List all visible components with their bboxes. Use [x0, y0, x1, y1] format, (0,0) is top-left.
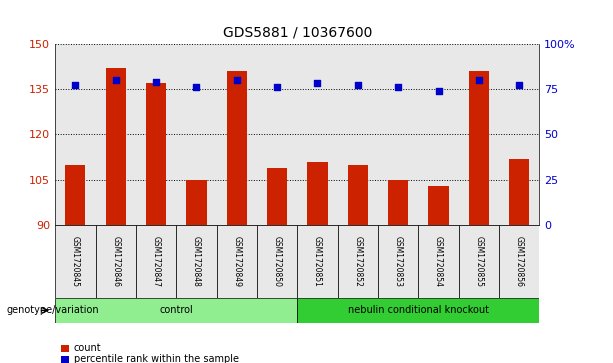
Text: GSM1720848: GSM1720848: [192, 236, 201, 287]
Bar: [136, 225, 177, 298]
Point: [272, 84, 282, 90]
Point: [191, 84, 201, 90]
Point: [70, 82, 80, 88]
Bar: [509, 159, 530, 225]
Bar: [388, 180, 408, 225]
Text: GSM1720851: GSM1720851: [313, 236, 322, 287]
Title: GDS5881 / 10367600: GDS5881 / 10367600: [223, 26, 372, 40]
Bar: [65, 164, 85, 225]
Text: percentile rank within the sample: percentile rank within the sample: [74, 354, 238, 363]
Point: [433, 88, 443, 94]
Text: GSM1720847: GSM1720847: [151, 236, 161, 287]
Bar: [146, 83, 166, 225]
Bar: [338, 225, 378, 298]
Text: nebulin conditional knockout: nebulin conditional knockout: [348, 305, 489, 315]
Text: GSM1720855: GSM1720855: [474, 236, 484, 287]
Text: GSM1720849: GSM1720849: [232, 236, 242, 287]
Bar: [96, 225, 136, 298]
Bar: [186, 180, 207, 225]
Point: [313, 81, 322, 86]
Bar: [177, 225, 216, 298]
Text: GSM1720852: GSM1720852: [353, 236, 362, 287]
Bar: [267, 168, 287, 225]
Bar: [55, 225, 96, 298]
Point: [394, 84, 403, 90]
Text: control: control: [159, 305, 193, 315]
Bar: [418, 225, 459, 298]
Point: [151, 79, 161, 85]
Bar: [105, 68, 126, 225]
Point: [514, 82, 524, 88]
Point: [111, 77, 121, 83]
Bar: [307, 162, 327, 225]
Bar: [61, 345, 69, 352]
Point: [474, 77, 484, 83]
Point: [232, 77, 242, 83]
Bar: [378, 225, 419, 298]
Point: [353, 82, 363, 88]
Bar: [257, 225, 297, 298]
Bar: [469, 71, 489, 225]
Bar: [348, 164, 368, 225]
Bar: [55, 298, 297, 323]
Bar: [428, 186, 449, 225]
Bar: [297, 225, 338, 298]
Bar: [227, 71, 247, 225]
Text: genotype/variation: genotype/variation: [6, 305, 99, 315]
Text: GSM1720853: GSM1720853: [394, 236, 403, 287]
Text: GSM1720845: GSM1720845: [71, 236, 80, 287]
Bar: [459, 225, 499, 298]
Text: GSM1720850: GSM1720850: [273, 236, 281, 287]
Text: count: count: [74, 343, 101, 354]
Bar: [297, 298, 539, 323]
Text: GSM1720856: GSM1720856: [515, 236, 524, 287]
Bar: [499, 225, 539, 298]
Text: GSM1720846: GSM1720846: [111, 236, 120, 287]
Bar: [216, 225, 257, 298]
Text: GSM1720854: GSM1720854: [434, 236, 443, 287]
Bar: [61, 356, 69, 363]
